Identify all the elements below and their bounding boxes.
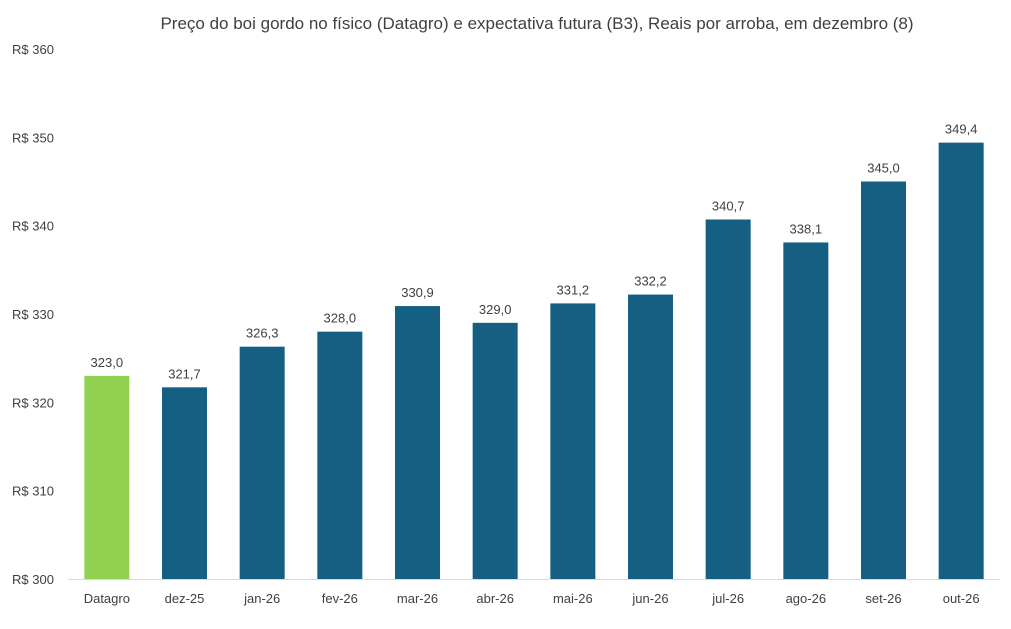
x-tick-label: mai-26 [553, 591, 593, 606]
bar-mai-26 [550, 303, 596, 579]
y-tick-label: R$ 360 [12, 42, 54, 57]
x-tick-label: jun-26 [631, 591, 668, 606]
x-tick-label: ago-26 [786, 591, 826, 606]
bar-series [84, 142, 984, 579]
y-tick-label: R$ 300 [12, 572, 54, 587]
data-label: 331,2 [557, 282, 590, 297]
data-label: 326,3 [246, 326, 279, 341]
x-tick-label: Datagro [84, 591, 130, 606]
data-label: 329,0 [479, 302, 512, 317]
data-label: 332,2 [634, 274, 667, 289]
data-label: 349,4 [945, 122, 978, 137]
x-axis: Datagro dez-25 jan-26 fev-26 mar-26 abr-26 mai… [68, 579, 1000, 606]
bar-jun-26 [628, 294, 673, 579]
bar-set-26 [861, 181, 906, 579]
data-label: 328,0 [324, 311, 357, 326]
bar-abr-26 [472, 322, 518, 579]
x-tick-label: dez-25 [165, 591, 205, 606]
bar-out-26 [938, 142, 984, 579]
y-tick-label: R$ 350 [12, 130, 54, 145]
x-tick-label: out-26 [943, 591, 980, 606]
x-tick-label: jan-26 [243, 591, 280, 606]
y-tick-label: R$ 310 [12, 484, 54, 499]
y-tick-label: R$ 330 [12, 307, 54, 322]
y-tick-label: R$ 340 [12, 219, 54, 234]
data-label: 345,0 [867, 161, 900, 176]
data-label: 321,7 [168, 366, 201, 381]
bar-jan-26 [239, 346, 285, 579]
bar-ago-26 [783, 242, 829, 579]
y-tick-label: R$ 320 [12, 395, 54, 410]
y-axis: R$ 300 R$ 310 R$ 320 R$ 330 R$ 340 R$ 350 R$ 3… [12, 42, 54, 587]
data-label: 323,0 [91, 355, 124, 370]
bar-dez-25 [162, 387, 207, 579]
data-labels: 323,0 321,7 326,3 328,0 330,9 329,0 331,2 332,2… [91, 122, 978, 382]
bar-Datagro [84, 375, 130, 579]
x-tick-label: jul-26 [711, 591, 744, 606]
bar-fev-26 [317, 331, 363, 579]
data-label: 340,7 [712, 198, 745, 213]
bar-jul-26 [705, 219, 751, 579]
x-tick-label: set-26 [865, 591, 901, 606]
chart-title: Preço do boi gordo no físico (Datagro) e… [160, 14, 914, 33]
data-label: 338,1 [790, 221, 823, 236]
x-tick-label: mar-26 [397, 591, 438, 606]
x-tick-label: fev-26 [322, 591, 358, 606]
bar-mar-26 [395, 306, 440, 579]
data-label: 330,9 [401, 285, 434, 300]
x-tick-label: abr-26 [476, 591, 514, 606]
